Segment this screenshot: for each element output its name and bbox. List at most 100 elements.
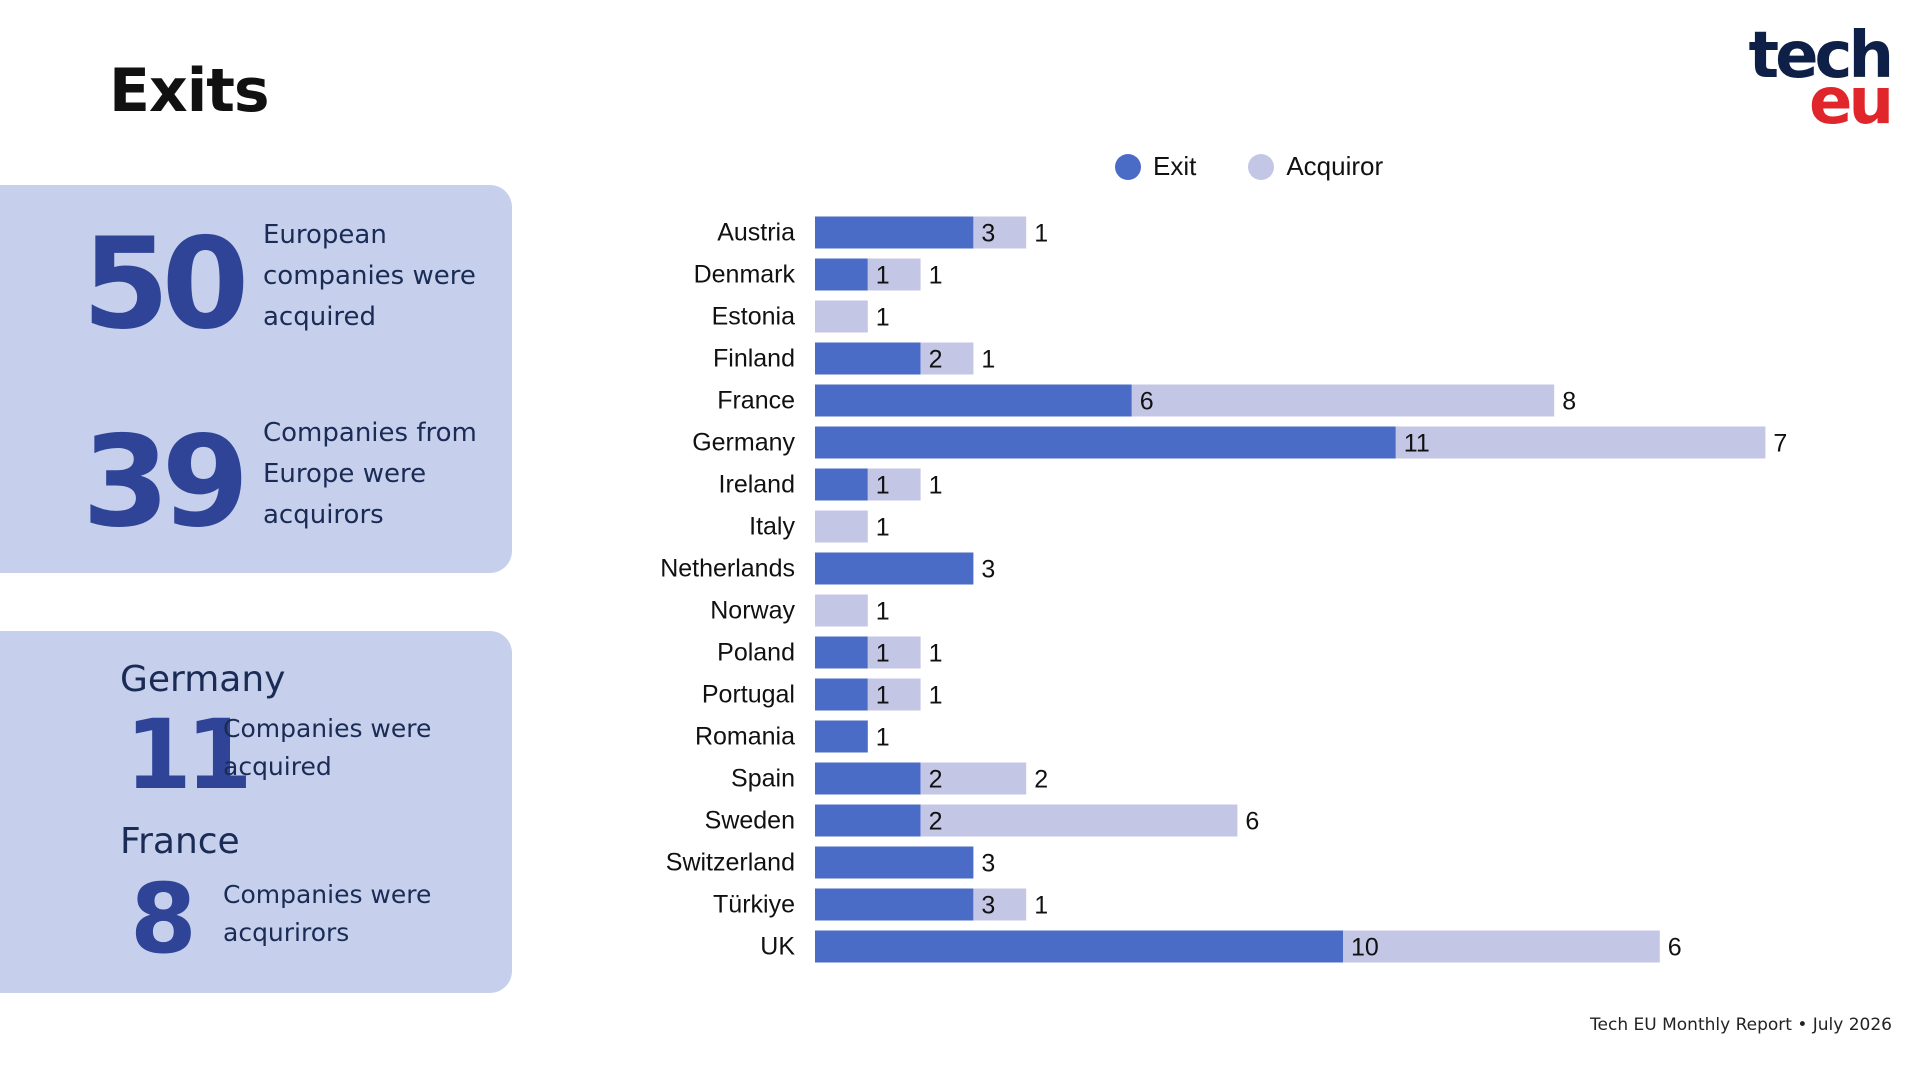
bar-exit-poland [815, 636, 868, 669]
bar-exit-romania [815, 720, 868, 753]
bar-exit-uk [815, 930, 1343, 963]
data-label-acquiror-finland: 1 [981, 346, 995, 374]
data-label-exit-finland: 2 [929, 346, 943, 374]
data-label-acquiror-estonia: 1 [876, 304, 890, 332]
top2-country: France [120, 821, 240, 862]
category-label-switzerland: Switzerland [666, 849, 795, 877]
top1-description: Companies were acquired [223, 714, 432, 781]
data-label-exit-portugal: 1 [876, 682, 890, 710]
data-label-exit-t-rkiye: 3 [981, 892, 995, 920]
category-label-poland: Poland [717, 639, 795, 667]
bar-exit-germany [815, 426, 1396, 459]
bar-exit-switzerland [815, 846, 974, 879]
bar-exit-finland [815, 342, 921, 375]
bar-acquiror-spain [920, 762, 1027, 795]
bar-acquiror-estonia [815, 300, 868, 333]
data-label-acquiror-sweden: 6 [1245, 808, 1259, 836]
top1-count: 11 [125, 699, 253, 811]
data-label-acquiror-italy: 1 [876, 514, 890, 542]
bar-exit-sweden [815, 804, 921, 837]
acquirors-count: 39 [82, 408, 249, 555]
data-label-exit-sweden: 2 [929, 808, 943, 836]
legend-swatch-exit [1115, 153, 1141, 180]
data-label-exit-ireland: 1 [876, 472, 890, 500]
data-label-exit-denmark: 1 [876, 262, 890, 290]
category-label-finland: Finland [713, 345, 795, 373]
category-label-portugal: Portugal [702, 681, 795, 709]
data-label-exit-spain: 2 [929, 766, 943, 794]
bar-exit-ireland [815, 468, 868, 501]
data-label-acquiror-france: 8 [1562, 388, 1576, 416]
bar-acquiror-austria [973, 216, 1027, 249]
data-label-acquiror-ireland: 1 [929, 472, 943, 500]
data-label-acquiror-austria: 1 [1034, 220, 1048, 248]
top1-country: Germany [120, 659, 286, 700]
bar-acquiror-sweden [920, 804, 1238, 837]
category-label-france: France [717, 387, 795, 415]
category-label-denmark: Denmark [694, 261, 796, 289]
category-label-germany: Germany [692, 429, 795, 457]
data-label-acquiror-denmark: 1 [929, 262, 943, 290]
category-label-italy: Italy [749, 513, 795, 541]
data-label-acquiror-t-rkiye: 1 [1034, 892, 1048, 920]
bar-exit-netherlands [815, 552, 974, 585]
category-label-netherlands: Netherlands [660, 555, 795, 583]
bar-exit-austria [815, 216, 974, 249]
data-label-acquiror-norway: 1 [876, 598, 890, 626]
bar-acquiror-norway [815, 594, 868, 627]
acquirors-description: Companies from Europe were acquirors [263, 418, 477, 530]
bar-acquiror-ireland [867, 468, 921, 501]
data-label-exit-netherlands: 3 [981, 556, 995, 584]
bar-acquiror-finland [920, 342, 974, 375]
category-label-estonia: Estonia [712, 303, 795, 331]
category-label-t-rkiye: Türkiye [713, 891, 795, 919]
data-label-exit-switzerland: 3 [981, 850, 995, 878]
data-label-exit-uk: 10 [1351, 934, 1379, 962]
bar-exit-denmark [815, 258, 868, 291]
data-label-acquiror-portugal: 1 [929, 682, 943, 710]
data-label-exit-germany: 11 [1404, 430, 1430, 458]
bar-acquiror-poland [867, 636, 921, 669]
bar-acquiror-uk [1343, 930, 1660, 963]
bar-acquiror-france [1131, 384, 1555, 417]
bar-exit-t-rkiye [815, 888, 974, 921]
bar-acquiror-t-rkiye [973, 888, 1027, 921]
summary-panel: 50 European companies were acquired 39 C… [0, 185, 512, 573]
bar-exit-portugal [815, 678, 868, 711]
legend-label-exit: Exit [1153, 151, 1197, 181]
legend-item-exit: Exit [1115, 151, 1196, 182]
bar-acquiror-portugal [867, 678, 921, 711]
category-label-ireland: Ireland [719, 471, 795, 499]
bar-acquiror-denmark [867, 258, 921, 291]
page-title: Exits [109, 56, 270, 126]
tech-eu-logo: tech eu [1749, 24, 1894, 139]
logo-line-eu: eu [1809, 65, 1894, 139]
data-label-acquiror-germany: 7 [1773, 430, 1787, 458]
acquired-description: European companies were acquired [263, 220, 476, 332]
acquired-count: 50 [82, 210, 249, 357]
data-label-exit-france: 6 [1140, 388, 1154, 416]
logo-line-tech: tech [1748, 19, 1894, 93]
data-label-acquiror-spain: 2 [1034, 766, 1048, 794]
top2-description: Companies were acqurirors [223, 880, 432, 947]
bar-exit-france [815, 384, 1132, 417]
footer-caption: Tech EU Monthly Report • July 2026 [1590, 1015, 1892, 1035]
category-label-sweden: Sweden [705, 807, 795, 835]
chart-legend: Exit Acquiror [1115, 151, 1435, 182]
category-label-uk: UK [760, 933, 795, 961]
top-countries-panel: Germany 11 Companies were acquired Franc… [0, 631, 512, 993]
bar-acquiror-italy [815, 510, 868, 543]
data-label-exit-austria: 3 [981, 220, 995, 248]
category-label-norway: Norway [710, 597, 795, 625]
legend-item-acquiror: Acquiror [1248, 151, 1383, 182]
data-label-acquiror-poland: 1 [929, 640, 943, 668]
category-label-spain: Spain [731, 765, 795, 793]
legend-label-acquiror: Acquiror [1286, 151, 1384, 181]
data-label-exit-poland: 1 [876, 640, 890, 668]
data-label-exit-romania: 1 [876, 724, 890, 752]
bar-exit-spain [815, 762, 921, 795]
data-label-acquiror-uk: 6 [1668, 934, 1682, 962]
category-label-romania: Romania [695, 723, 795, 751]
top2-count: 8 [130, 863, 197, 975]
